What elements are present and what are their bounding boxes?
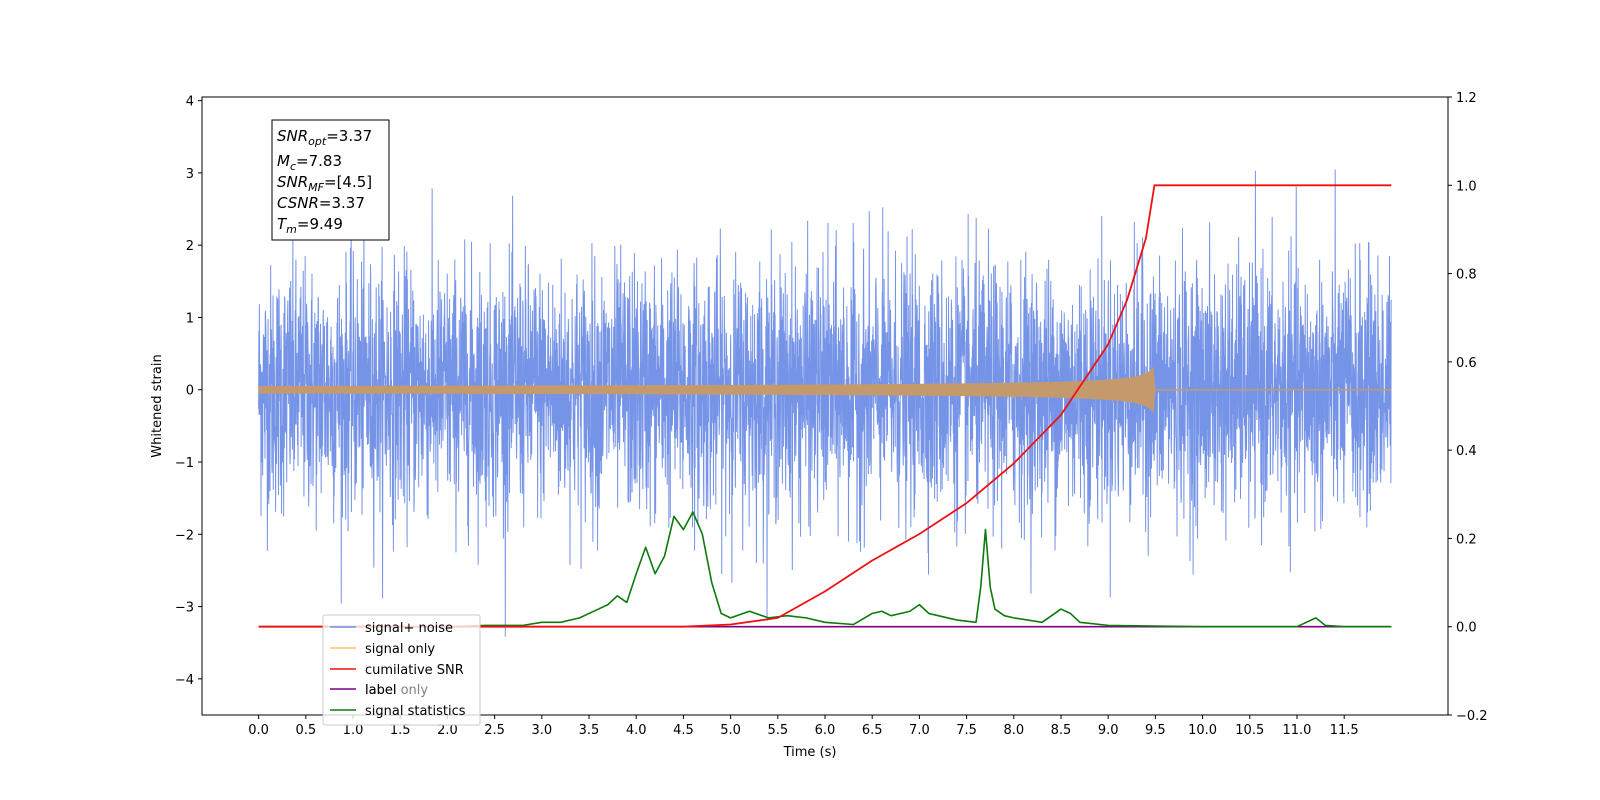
legend-label-cumulative-snr: cumilative SNR — [365, 663, 464, 678]
csnr-label: CSNR=3.37 — [277, 194, 365, 212]
legend-label-label: label — [365, 683, 396, 698]
mc-label: Mc=7.83 — [277, 152, 342, 173]
x-tick-label: 0.0 — [248, 723, 269, 738]
info-box — [271, 119, 390, 241]
x-tick-label: 1.0 — [343, 723, 364, 738]
y2-tick-label: 0.0 — [1456, 621, 1477, 636]
x-tick-label: 4.5 — [673, 723, 694, 738]
x-tick-label: 9.5 — [1145, 723, 1166, 738]
signal-only-series — [258, 366, 1392, 414]
y2-tick-label: 1.0 — [1456, 179, 1477, 194]
legend-label-signal-only: signal only — [365, 642, 435, 657]
y-tick-label: −3 — [175, 601, 194, 616]
y-tick-label: 4 — [186, 95, 194, 110]
x-axis-ticks: 0.0 0.5 1.0 1.5 2.0 2.5 3.0 3.5 4.0 4.5 5.0 5.5 6.0 6… — [248, 715, 1359, 738]
x-tick-label: 11.0 — [1282, 723, 1311, 738]
y-axis-label: Whitened strain — [150, 354, 165, 457]
snr-mf-label: SNRMF=[4.5] — [277, 173, 372, 194]
x-tick-label: 10.5 — [1235, 723, 1264, 738]
signal-noise-series — [258, 169, 1392, 637]
legend-label-signal-noise: signal+ noise — [365, 621, 453, 636]
x-tick-label: 8.0 — [1003, 723, 1024, 738]
y2-tick-label: 1.2 — [1456, 91, 1477, 106]
legend: label only signal+ noise signal only cum… — [322, 614, 481, 726]
x-tick-label: 5.0 — [720, 723, 741, 738]
y2-tick-label: 0.4 — [1456, 444, 1477, 459]
y2-tick-label: −0.2 — [1456, 709, 1488, 724]
legend-box — [322, 614, 481, 726]
y-tick-label: 2 — [186, 239, 194, 254]
y-tick-label: −4 — [175, 673, 194, 688]
x-tick-label: 1.5 — [390, 723, 411, 738]
x-tick-label: 0.5 — [295, 723, 316, 738]
x-tick-label: 2.5 — [484, 723, 505, 738]
y2-tick-label: 0.6 — [1456, 356, 1477, 371]
signal-noise-line — [258, 169, 1392, 637]
cumulative-snr-line — [258, 184, 1392, 628]
y2-axis-ticks: 1.2 1.0 0.8 0.6 0.4 0.2 0.0 −0.2 — [1448, 91, 1488, 724]
x-tick-label: 9.0 — [1098, 723, 1119, 738]
y2-tick-label: 0.2 — [1456, 532, 1477, 547]
y-tick-label: −2 — [175, 528, 194, 543]
y2-tick-label: 0.8 — [1456, 268, 1477, 283]
x-tick-label: 8.5 — [1051, 723, 1072, 738]
info-annotation: SNRopt=3.37 Mc=7.83 SNRMF=[4.5] CSNR=3.3… — [271, 119, 390, 241]
x-tick-label: 4.0 — [626, 723, 647, 738]
y-tick-label: −1 — [175, 456, 194, 471]
x-tick-label: 10.0 — [1188, 723, 1217, 738]
x-tick-label: 7.5 — [956, 723, 977, 738]
y-tick-label: 1 — [186, 311, 194, 326]
x-tick-label: 2.0 — [437, 723, 458, 738]
x-tick-label: 6.5 — [862, 723, 883, 738]
snr-opt-label: SNRopt=3.37 — [277, 127, 372, 148]
x-tick-label: 11.5 — [1330, 723, 1359, 738]
legend-label-signal-statistics: signal statistics — [365, 704, 466, 719]
y-tick-label: 0 — [186, 384, 194, 399]
x-tick-label: 7.0 — [909, 723, 930, 738]
y-axis-ticks: 4 3 2 1 0 −1 −2 −3 −4 — [175, 95, 202, 688]
x-tick-label: 3.5 — [579, 723, 600, 738]
y-tick-label: 3 — [186, 167, 194, 182]
x-tick-label: 3.0 — [531, 723, 552, 738]
x-tick-label: 6.0 — [815, 723, 836, 738]
x-tick-label: 5.5 — [767, 723, 788, 738]
x-axis-label: Time (s) — [783, 745, 837, 760]
tm-label: Tm=9.49 — [277, 215, 343, 236]
signal-statistics-line — [258, 511, 1392, 628]
legend-ghost-text: label only — [365, 683, 428, 698]
